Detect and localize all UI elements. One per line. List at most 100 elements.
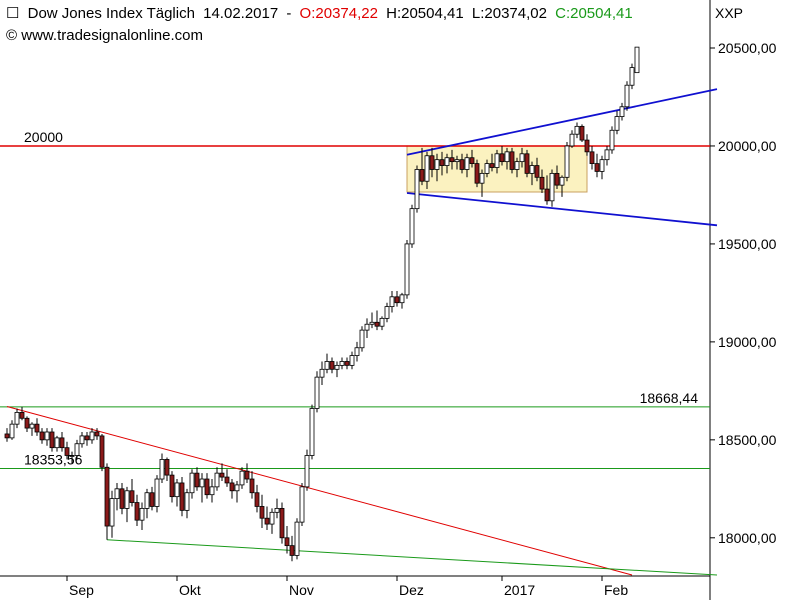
candle [319,361,325,385]
candle-body [104,466,110,527]
candle [579,124,585,143]
close-value: C:20504,41 [555,5,633,22]
candle-body [389,296,395,308]
y-tick-label: 19000,00 [718,334,777,350]
y-tick-label: 18500,00 [718,432,777,448]
candle-body [554,172,560,186]
candle-body [564,145,570,178]
candle [94,428,100,440]
trendlines [6,88,718,576]
candle-body [284,537,290,547]
candle [549,169,555,207]
candle-body [114,488,120,500]
candle-body [414,169,420,210]
candle-body [419,169,425,182]
candle-body [409,208,415,245]
candle [359,326,365,352]
candle-body [434,159,440,170]
candle [229,479,235,499]
candle-body [4,433,10,439]
candle [84,432,90,446]
candle [269,508,275,534]
chart-date: 14.02.2017 [203,5,279,22]
candle [214,467,220,491]
candle-body [99,435,105,468]
candle [99,433,105,472]
candle-body [364,323,370,331]
candle-body [479,172,485,184]
candle [484,159,490,178]
candle-body [209,486,215,496]
lock-icon: ☐ [6,5,20,22]
y-tick-label: 20000,00 [718,138,777,154]
candle-body [499,153,505,163]
candle [524,149,530,178]
candle-body [464,157,470,170]
candle-body [304,455,310,488]
candle-body [604,149,610,161]
candle [594,153,600,178]
candle-body [329,361,335,370]
candle [74,439,80,460]
candle [434,153,440,182]
candle-body [89,431,95,441]
candle-body [324,361,330,370]
candle-body [219,472,225,478]
candle-body [29,423,35,429]
candle [329,357,335,374]
candle [419,147,425,186]
candle-body [614,116,620,131]
candle-body [519,153,525,163]
candle [424,151,430,190]
candle [534,157,540,182]
candle [414,165,420,213]
candle-body [269,511,275,525]
candle [69,451,75,464]
candle-body [19,412,25,419]
candle [59,432,65,452]
candle-body [584,139,590,153]
candle-body [124,490,130,509]
source-url[interactable]: © www.tradesignalonline.com [6,27,203,44]
candle [149,486,155,511]
level-label-2: 18353,56 [24,452,83,468]
candle [619,102,625,121]
candle [529,161,535,186]
candle [144,488,150,519]
candle [134,494,140,527]
candle [504,147,510,170]
candle-body [444,157,450,166]
candle [404,240,410,299]
candle [494,149,500,174]
candle [234,480,240,503]
candle [509,147,515,174]
candle-body [509,151,515,170]
candle-body [344,361,350,366]
low-value: L:20374,02 [471,5,547,22]
axis-symbol: XXP [715,5,744,21]
candle [89,428,95,444]
candle-body [449,157,455,163]
candle-body [134,502,140,521]
candle-body [369,321,375,325]
candle [254,484,260,513]
trendline-2 [406,88,718,156]
candles [4,46,640,562]
candle-body [559,176,565,186]
candle-body [129,490,135,503]
candle-body [489,163,495,168]
candle [449,149,455,170]
header-separator: - [286,5,292,22]
y-axis: 20500,00 20000,00 19500,00 19000,00 18500,00… [710,40,777,546]
y-tick-label: 18000,00 [718,530,777,546]
candle-body [164,459,170,476]
candle-body [569,133,575,147]
candle-body [429,155,435,170]
candle-body [289,545,295,556]
y-tick-label: 19500,00 [718,236,777,252]
candle [29,422,35,436]
candle [609,126,615,154]
candle [514,157,520,178]
candle [574,122,580,139]
